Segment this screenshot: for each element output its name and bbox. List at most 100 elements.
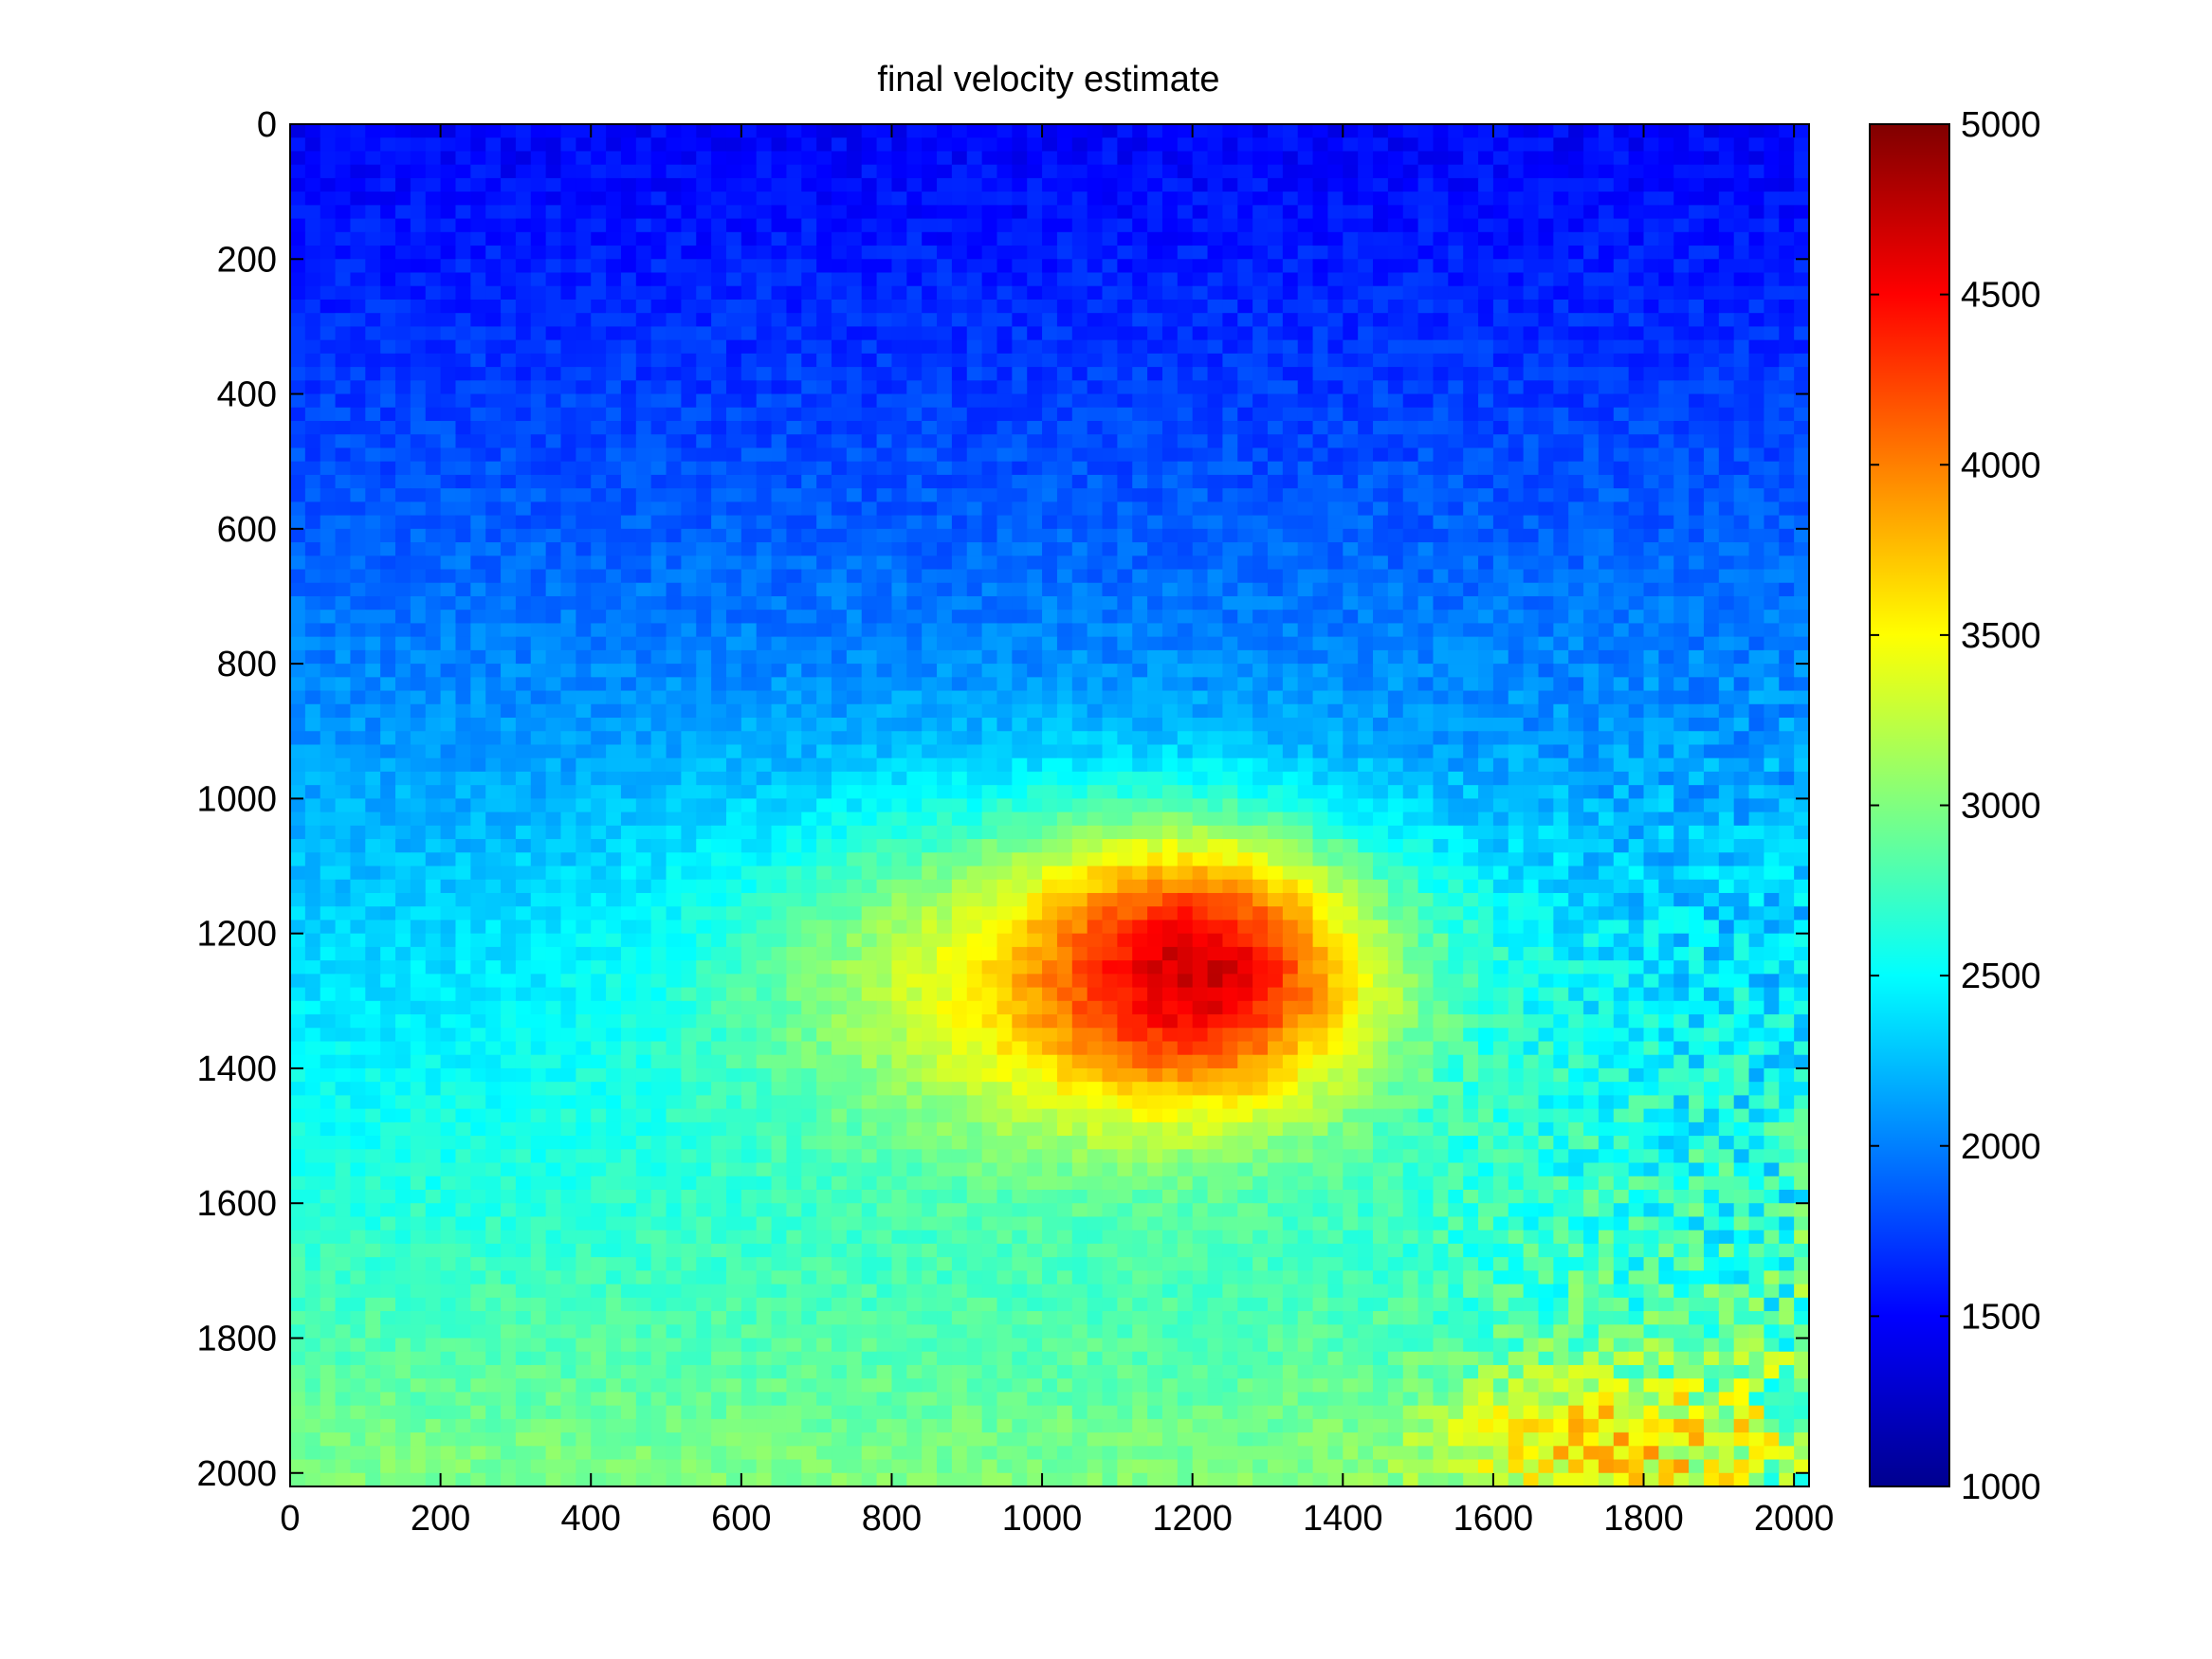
heatmap-cell	[1402, 326, 1419, 341]
heatmap-cell	[470, 231, 486, 246]
heatmap-cell	[1387, 137, 1404, 153]
heatmap-cell	[350, 231, 366, 246]
heatmap-cell	[816, 744, 832, 759]
heatmap-cell	[1222, 367, 1238, 381]
heatmap-cell	[1508, 690, 1525, 705]
heatmap-cell	[861, 164, 878, 179]
heatmap-cell	[981, 164, 998, 179]
heatmap-cell	[1673, 718, 1690, 732]
heatmap-cell	[545, 177, 562, 192]
heatmap-cell	[1568, 124, 1584, 138]
heatmap-cell	[981, 771, 998, 786]
heatmap-cell	[1102, 718, 1118, 732]
heatmap-cell	[1764, 164, 1780, 179]
heatmap-cell	[1027, 488, 1043, 502]
heatmap-cell	[711, 703, 727, 719]
heatmap-cell	[290, 677, 306, 692]
heatmap-cell	[1538, 664, 1554, 678]
heatmap-cell	[485, 231, 502, 246]
heatmap-cell	[1402, 595, 1419, 611]
heatmap-cell	[981, 636, 998, 651]
heatmap-cell	[1779, 299, 1795, 314]
heatmap-cell	[1764, 474, 1780, 489]
heatmap-cell	[906, 272, 923, 287]
heatmap-cell	[425, 421, 442, 435]
heatmap-cell	[1207, 380, 1223, 395]
heatmap-cell	[771, 528, 788, 543]
heatmap-cell	[1161, 677, 1179, 692]
heatmap-cell	[1071, 703, 1088, 719]
heatmap-cell	[530, 299, 547, 314]
heatmap-cell	[1132, 677, 1148, 692]
heatmap-cell	[1297, 434, 1314, 449]
heatmap-cell	[335, 272, 352, 287]
heatmap-cell	[1358, 421, 1374, 435]
heatmap-cell	[365, 677, 381, 692]
heatmap-cell	[1387, 164, 1404, 179]
heatmap-cell	[1343, 595, 1359, 611]
heatmap-cell	[1508, 461, 1525, 476]
heatmap-cell	[380, 367, 396, 381]
heatmap-cell	[1237, 380, 1253, 395]
heatmap-cell	[1508, 636, 1525, 651]
heatmap-cell	[725, 610, 742, 625]
heatmap-cell	[1132, 447, 1148, 463]
heatmap-cell	[1568, 299, 1584, 314]
heatmap-cell	[395, 731, 411, 746]
heatmap-cell	[1448, 515, 1464, 530]
heatmap-cell	[786, 785, 802, 799]
heatmap-cell	[1628, 595, 1645, 611]
heatmap-cell	[1538, 205, 1554, 220]
heatmap-cell	[365, 393, 381, 409]
heatmap-cell	[1132, 501, 1148, 517]
heatmap-cell	[1523, 367, 1540, 381]
heatmap-cell	[861, 556, 878, 571]
heatmap-cell	[1358, 771, 1374, 786]
heatmap-cell	[906, 703, 923, 719]
heatmap-cell	[545, 556, 562, 571]
heatmap-cell	[350, 757, 366, 773]
heatmap-cell	[1207, 124, 1223, 138]
heatmap-cell	[1733, 326, 1750, 341]
heatmap-cell	[725, 690, 742, 705]
heatmap-cell	[981, 515, 998, 530]
heatmap-cell	[545, 623, 562, 638]
heatmap-cell	[1042, 610, 1058, 625]
heatmap-cell	[1553, 718, 1569, 732]
heatmap-cell	[576, 610, 592, 625]
heatmap-cell	[1056, 677, 1073, 692]
heatmap-cell	[1117, 231, 1133, 246]
heatmap-cell	[1027, 177, 1043, 192]
heatmap-cell	[996, 205, 1013, 220]
heatmap-cell	[1628, 326, 1645, 341]
heatmap-cell	[606, 339, 622, 355]
heatmap-cell	[1252, 285, 1269, 301]
heatmap-cell	[1012, 421, 1028, 435]
heatmap-cell	[666, 177, 682, 192]
heatmap-cell	[1598, 542, 1615, 556]
heatmap-cell	[1373, 461, 1389, 476]
heatmap-cell	[1402, 623, 1419, 638]
heatmap-cell	[1027, 299, 1043, 314]
heatmap-cell	[1794, 191, 1810, 206]
heatmap-cell	[1538, 137, 1554, 153]
heatmap-cell	[876, 731, 893, 746]
heatmap-cell	[696, 353, 712, 368]
heatmap-cell	[1267, 474, 1284, 489]
heatmap-cell	[335, 744, 352, 759]
heatmap-cell	[425, 582, 442, 597]
heatmap-cell	[1568, 407, 1584, 422]
heatmap-cell	[1658, 757, 1674, 773]
heatmap-cell	[560, 623, 576, 638]
heatmap-cell	[620, 259, 637, 274]
heatmap-cell	[1417, 556, 1435, 571]
heatmap-cell	[1297, 515, 1314, 530]
heatmap-cell	[996, 447, 1013, 463]
heatmap-cell	[1568, 393, 1584, 409]
heatmap-cell	[620, 421, 637, 435]
heatmap-cell	[1252, 447, 1269, 463]
heatmap-cell	[425, 528, 442, 543]
heatmap-cell	[1689, 447, 1705, 463]
heatmap-cell	[1207, 205, 1223, 220]
heatmap-cell	[1117, 515, 1133, 530]
